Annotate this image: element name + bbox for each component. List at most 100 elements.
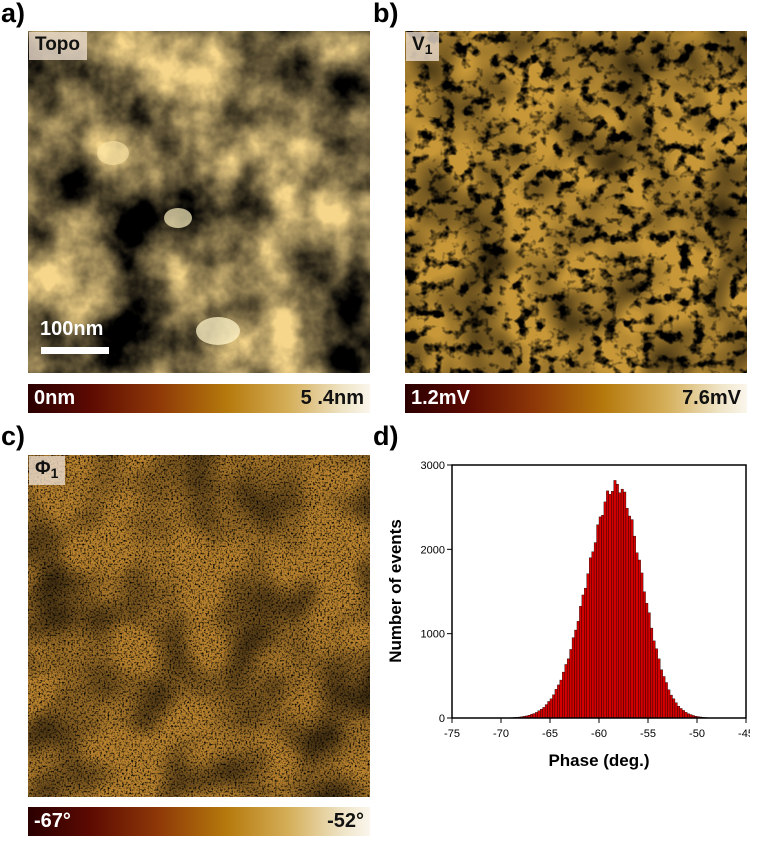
histogram-bar [593, 542, 597, 719]
histogram-bar [544, 704, 548, 719]
histogram-bar [598, 516, 602, 719]
phase-cbar-max: -52° [327, 810, 364, 832]
phase-map: Φ1 [28, 455, 370, 797]
histogram-bar [623, 491, 627, 719]
y-tick-label: 2000 [421, 544, 445, 556]
panel-letter-c: c) [1, 421, 26, 451]
histogram-bar [542, 707, 546, 719]
histogram-bar [650, 627, 654, 719]
phase-histogram: -75 -70 -65 -60 -55 -50 -45 0 1000 2000 3000 Phase… [386, 460, 750, 770]
histogram-bar [640, 572, 644, 719]
phase-cbar-min: -67° [34, 810, 71, 832]
scalebar-label: 100nm [40, 318, 104, 340]
histogram-bar [557, 684, 560, 719]
topo-cbar-max: 5 .4nm [300, 387, 364, 409]
histogram-bar [601, 515, 605, 719]
x-tick-label: -60 [591, 728, 607, 740]
histogram-bar [635, 552, 639, 719]
v1-colorbar: 1.2mV 7.6mV [405, 384, 747, 413]
histogram-bar [554, 689, 558, 719]
panel-letter-b: b) [373, 0, 399, 28]
histogram-bar [679, 708, 683, 719]
x-tick-label: -45 [738, 728, 750, 740]
histogram-bar [618, 492, 622, 719]
histogram-bar [645, 602, 649, 719]
histogram-bar [537, 710, 541, 719]
x-tick-label: -55 [640, 728, 656, 740]
histogram-bar [630, 519, 634, 719]
histogram-bar [603, 501, 607, 719]
histogram-bar [586, 573, 590, 719]
x-tick-label: -70 [493, 728, 509, 740]
histogram-bar [642, 591, 646, 719]
x-tick-label: -50 [689, 728, 705, 740]
topo-label: Topo [29, 32, 88, 60]
histogram-bar [596, 524, 600, 719]
topography-map: Topo [28, 31, 370, 373]
histogram-bar [571, 637, 575, 719]
x-tick-label: -65 [542, 728, 558, 740]
histogram-bar [564, 664, 568, 719]
phase-label-main: Φ [35, 458, 51, 479]
v1-cbar-min: 1.2mV [411, 387, 470, 409]
histogram-bar [660, 669, 663, 719]
histogram-bar [674, 702, 678, 719]
histogram-bar [535, 712, 538, 719]
phase-label: Φ1 [29, 456, 66, 485]
histogram-bar [638, 559, 641, 719]
histogram-bar [633, 535, 636, 719]
histogram-bar [552, 694, 556, 719]
histogram-bar [662, 676, 666, 719]
histogram-bar [581, 594, 585, 719]
histogram-bar [608, 494, 612, 719]
histogram-bar [611, 491, 614, 719]
histogram-bar [655, 648, 658, 719]
histogram-bar [615, 484, 619, 719]
histogram-bar [652, 640, 656, 719]
histogram-bar [576, 621, 580, 719]
histogram-bar [540, 708, 543, 719]
histogram-bar [682, 710, 685, 719]
histogram-bar [574, 629, 578, 719]
v1-label-main: V [412, 34, 425, 55]
y-tick-label: 1000 [421, 629, 445, 641]
histogram-bar [684, 712, 688, 719]
histogram-bar [628, 515, 632, 719]
topo-colorbar: 0nm 5 .4nm [28, 384, 370, 413]
v1-cbar-max: 7.6mV [682, 387, 741, 409]
histogram-bar [591, 551, 595, 719]
histogram-bar [579, 606, 583, 719]
panel-letter-a: a) [1, 0, 26, 28]
histogram-bar [669, 694, 673, 719]
x-tick-label: -75 [444, 728, 460, 740]
histogram-bar [613, 480, 617, 719]
x-axis-label: Phase (deg.) [548, 751, 649, 770]
y-tick-label: 3000 [421, 460, 445, 472]
histogram-bar [584, 587, 587, 719]
panel-letter-d: d) [373, 421, 399, 451]
histogram-bar [562, 671, 565, 719]
histogram-bar [569, 649, 573, 719]
histogram-bar [647, 612, 651, 719]
histogram-bar [664, 682, 668, 719]
histogram-bars [510, 480, 710, 719]
phase-colorbar: -67° -52° [28, 807, 370, 836]
histogram-bar [566, 658, 570, 719]
histogram-bar [657, 658, 661, 719]
phase-label-sub: 1 [50, 465, 59, 481]
histogram-bar [672, 698, 676, 719]
axes: -75 -70 -65 -60 -55 -50 -45 0 1000 2000 3000 [421, 460, 750, 740]
histogram-bar [549, 698, 553, 719]
histogram-bar [589, 557, 592, 719]
y-tick-label: 0 [439, 713, 445, 725]
histogram-bar [625, 508, 629, 719]
v1-label: V1 [406, 32, 440, 61]
histogram-bar [620, 488, 624, 719]
v1-label-sub: 1 [424, 41, 433, 57]
histogram-bar [559, 679, 563, 719]
y-axis-label: Number of events [386, 519, 405, 663]
topo-cbar-min: 0nm [34, 387, 76, 409]
v1-map: V1 [405, 31, 747, 373]
histogram-bar [667, 689, 671, 719]
histogram-bar [677, 706, 681, 719]
